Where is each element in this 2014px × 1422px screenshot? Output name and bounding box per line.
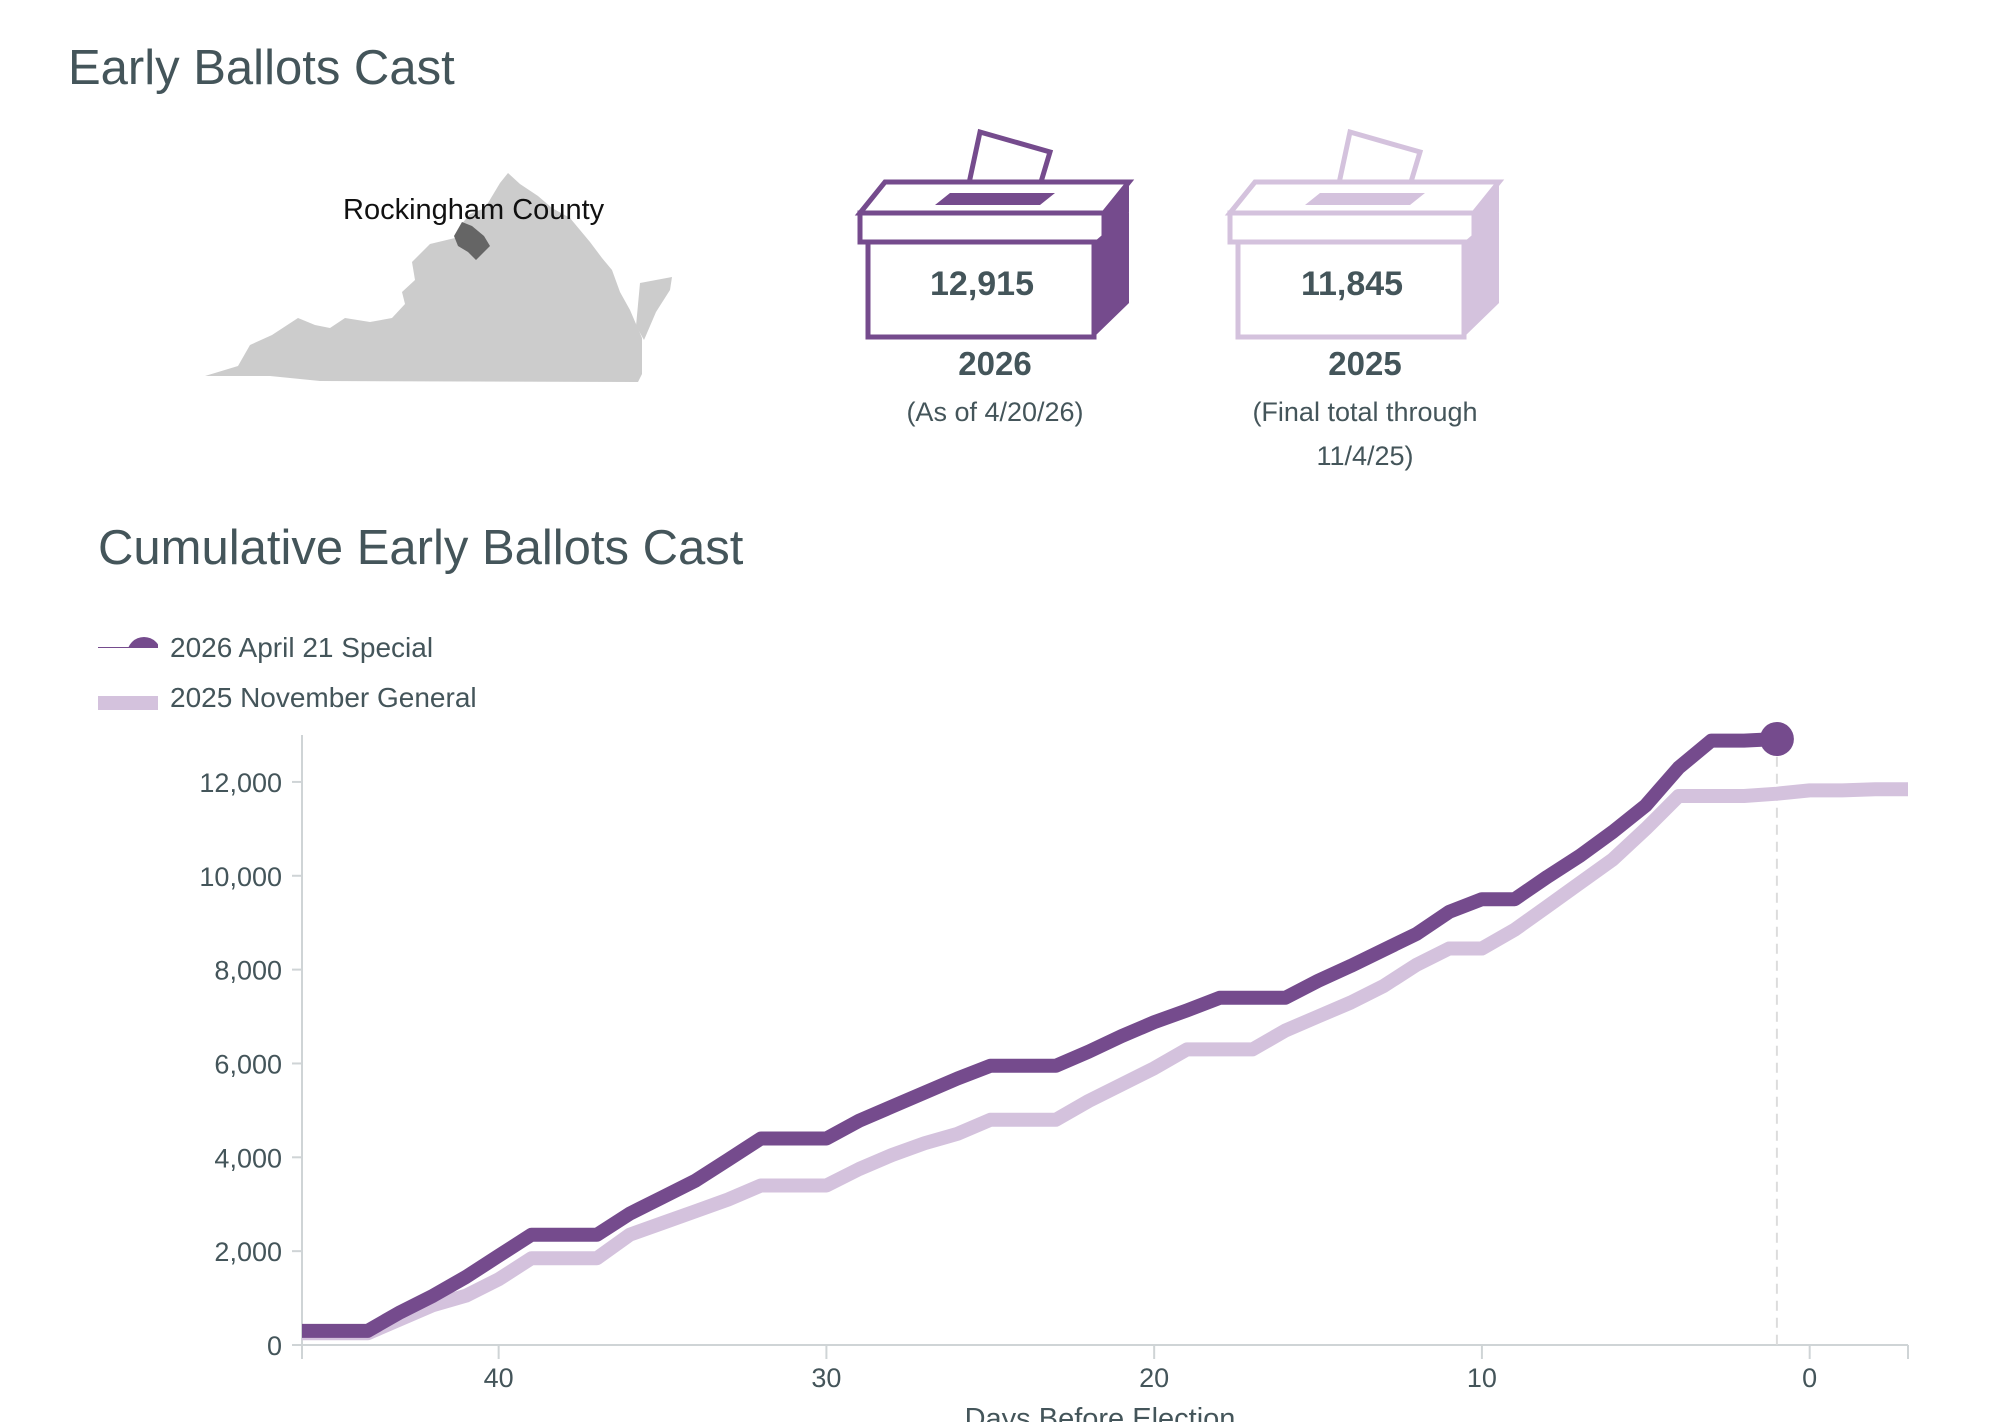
ballot-year-2026: 2026: [958, 345, 1032, 382]
eastern-shore-shape: [636, 277, 672, 340]
ballot-note-2025-line2: 11/4/25): [1316, 441, 1414, 471]
x-tick-label: 0: [1802, 1363, 1817, 1393]
x-tick-label: 10: [1467, 1363, 1497, 1393]
series-line-2026: [302, 732, 1778, 1338]
y-tick-label: 12,000: [199, 768, 282, 798]
rockingham-county-shape: [454, 222, 490, 260]
ballot-count-2026: 12,915: [930, 265, 1034, 303]
y-tick-label: 4,000: [214, 1143, 282, 1173]
legend-label-2026: 2026 April 21 Special: [170, 632, 434, 663]
ballot-year-2025: 2025: [1328, 345, 1402, 382]
y-tick-label: 10,000: [199, 862, 282, 892]
ballot-box-2026: [854, 128, 1135, 340]
legend-label-2025: 2025 November General: [170, 682, 477, 713]
ballot-count-2025: 11,845: [1300, 265, 1404, 303]
county-label: Rockingham County: [343, 194, 605, 226]
x-tick-label: 30: [811, 1363, 841, 1393]
y-tick-label: 0: [267, 1331, 282, 1361]
ballot-box-lid-side: [1104, 182, 1129, 242]
ballot-box-lid-side: [1474, 182, 1499, 242]
series-endpoint-2026: [1759, 721, 1794, 756]
ballot-box-side: [1094, 212, 1129, 337]
legend-swatch-2026: [98, 637, 158, 648]
chart-title: Cumulative Early Ballots Cast: [98, 521, 744, 575]
ballot-box-2025: [1224, 128, 1505, 340]
page-title: Early Ballots Cast: [68, 41, 455, 95]
ballot-note-2025-line1: (Final total through: [1252, 397, 1478, 427]
ballot-box-lid-front: [1227, 210, 1477, 245]
series-line-2025: [302, 782, 1908, 1341]
y-tick-label: 8,000: [214, 956, 282, 986]
plot-area: 0 2,000 4,000 6,000 8,000 10,000 12,000 40 30 20 1…: [199, 721, 1909, 1422]
y-tick-label: 6,000: [214, 1049, 282, 1079]
ballot-box-side: [1464, 212, 1499, 337]
y-tick-label: 2,000: [214, 1237, 282, 1267]
x-tick-label: 40: [484, 1363, 514, 1393]
ballot-slot: [1305, 193, 1425, 205]
ballot-box-body: [865, 239, 1097, 340]
legend-swatch-2025: [98, 696, 158, 710]
x-axis-label: Days Before Election: [965, 1403, 1236, 1422]
virginia-state-shape: [205, 173, 642, 382]
ballot-slot: [935, 193, 1055, 205]
ballot-box-body: [1235, 239, 1467, 340]
x-tick-label: 20: [1139, 1363, 1169, 1393]
virginia-map: [205, 173, 672, 382]
ballot-box-lid-front: [857, 210, 1107, 245]
ballot-note-2026: (As of 4/20/26): [906, 397, 1084, 427]
